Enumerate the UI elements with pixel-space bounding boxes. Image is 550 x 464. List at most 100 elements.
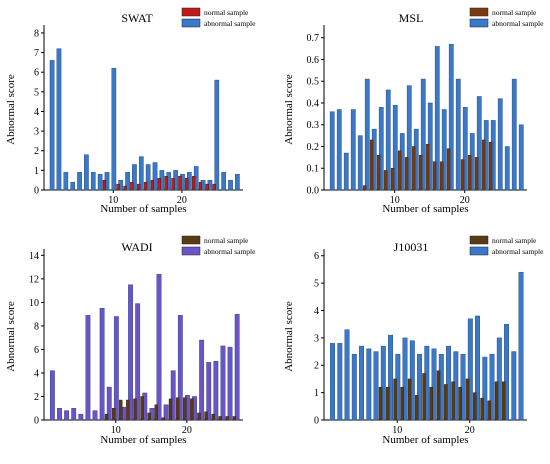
x-axis-label: Number of samples — [100, 203, 186, 215]
bar-abnormal-sample — [220, 345, 226, 421]
bar-normal-sample — [150, 179, 155, 191]
bar-normal-sample — [436, 370, 441, 421]
bar-abnormal-sample — [378, 107, 384, 191]
chart-panel-swat: 0 1 2 3 4 5 6 7 8 10 20 SWAT Number of samples Abnorm… — [5, 7, 256, 215]
bar-abnormal-sample — [482, 356, 488, 421]
bar-normal-sample — [168, 398, 173, 421]
bar-abnormal-sample — [71, 408, 77, 421]
bar-normal-sample — [487, 400, 492, 421]
bar-abnormal-sample — [344, 329, 350, 421]
bar-normal-sample — [175, 397, 180, 421]
bar-normal-sample — [425, 144, 430, 191]
legend-label: abnormal sample — [204, 19, 256, 28]
y-tick-label: 0.5 — [307, 77, 320, 88]
legend-swatch — [181, 235, 201, 245]
bar-abnormal-sample — [227, 346, 233, 421]
y-tick-label: 4 — [314, 306, 319, 317]
bar-normal-sample — [378, 386, 383, 421]
bar-abnormal-sample — [177, 315, 183, 421]
bar-normal-sample — [369, 139, 374, 191]
y-tick-label: 1 — [314, 388, 319, 399]
bar-abnormal-sample — [489, 354, 495, 421]
bar-normal-sample — [404, 157, 409, 191]
bar-normal-sample — [502, 381, 506, 421]
bar-normal-sample — [481, 139, 486, 191]
bar-normal-sample — [451, 381, 455, 421]
bar-abnormal-sample — [406, 85, 412, 191]
chart-panel-wadi: 0 2 4 6 8 10 12 14 10 20 WADI Number of samples Abno… — [5, 235, 256, 446]
chart-title: WADI — [121, 240, 152, 254]
y-tick-label: 2 — [34, 392, 39, 403]
y-tick-label: 10 — [29, 298, 39, 309]
bar-abnormal-sample — [57, 408, 62, 421]
bar-normal-sample — [126, 399, 130, 421]
legend-swatch — [181, 246, 201, 256]
bar-abnormal-sample — [85, 315, 91, 421]
bar-abnormal-sample — [351, 354, 357, 421]
chart-legend: normal sample abnormal sample — [469, 235, 544, 256]
bar-normal-sample — [171, 178, 175, 191]
y-tick-label: 6 — [34, 68, 39, 79]
bar-normal-sample — [211, 413, 215, 421]
bar-normal-sample — [393, 378, 397, 421]
legend-label: abnormal sample — [204, 247, 256, 256]
bar-abnormal-sample — [441, 109, 447, 191]
y-tick-label: 14 — [29, 251, 39, 262]
bar-normal-sample — [212, 183, 216, 191]
y-axis-label: Abnormal score — [283, 301, 295, 372]
bar-abnormal-sample — [213, 360, 219, 421]
bar-normal-sample — [185, 178, 189, 191]
bar-normal-sample — [439, 161, 444, 191]
chart-title: J10031 — [394, 240, 429, 254]
chart-panel-msl: 0.0 0.1 0.2 0.3 0.4 0.5 0.6 0.7 10 20 MSL Number of… — [283, 7, 544, 215]
bar-normal-sample — [458, 386, 463, 421]
y-tick-label: 4 — [34, 107, 39, 118]
bar-normal-sample — [190, 398, 194, 421]
bar-normal-sample — [480, 397, 484, 421]
bar-abnormal-sample — [152, 162, 158, 191]
bar-abnormal-sample — [364, 78, 370, 191]
bar-abnormal-sample — [135, 303, 141, 421]
bar-normal-sample — [140, 396, 144, 421]
bar-abnormal-sample — [431, 348, 437, 421]
bar-normal-sample — [376, 154, 381, 191]
bar-normal-sample — [225, 416, 230, 421]
y-tick-label: 0 — [34, 416, 39, 427]
bar-normal-sample — [422, 373, 426, 421]
bar-normal-sample — [143, 181, 148, 191]
bar-abnormal-sample — [420, 78, 426, 191]
bar-abnormal-sample — [125, 172, 130, 191]
bar-normal-sample — [444, 384, 448, 421]
bar-abnormal-sample — [128, 284, 133, 421]
y-tick-label: 3 — [314, 333, 319, 344]
bar-abnormal-sample — [64, 410, 70, 421]
bar-abnormal-sample — [476, 96, 482, 191]
bar-abnormal-sample — [206, 362, 212, 421]
bar-normal-sample — [178, 176, 182, 191]
legend-label: normal sample — [204, 236, 249, 245]
bar-abnormal-sample — [132, 164, 137, 191]
bar-abnormal-sample — [330, 343, 336, 421]
bar-normal-sample — [218, 416, 222, 421]
legend-label: normal sample — [492, 8, 537, 17]
bar-abnormal-sample — [92, 410, 98, 421]
y-tick-label: 0.0 — [307, 186, 320, 197]
x-tick-label: 10 — [390, 195, 400, 206]
bar-normal-sample — [119, 399, 123, 421]
bar-abnormal-sample — [234, 313, 240, 421]
chart-title: MSL — [399, 11, 424, 25]
y-tick-label: 0 — [34, 186, 39, 197]
bar-abnormal-sample — [49, 370, 55, 421]
bar-abnormal-sample — [448, 44, 454, 191]
bar-normal-sample — [104, 413, 109, 421]
bar-abnormal-sample — [156, 273, 162, 421]
bar-normal-sample — [204, 411, 208, 421]
x-tick-label: 10 — [108, 195, 118, 206]
bar-normal-sample — [465, 378, 470, 421]
chart-legend: normal sample abnormal sample — [469, 7, 544, 28]
bar-abnormal-sample — [497, 98, 503, 191]
bar-normal-sample — [130, 181, 134, 191]
legend-label: normal sample — [492, 236, 537, 245]
bar-normal-sample — [446, 148, 451, 191]
